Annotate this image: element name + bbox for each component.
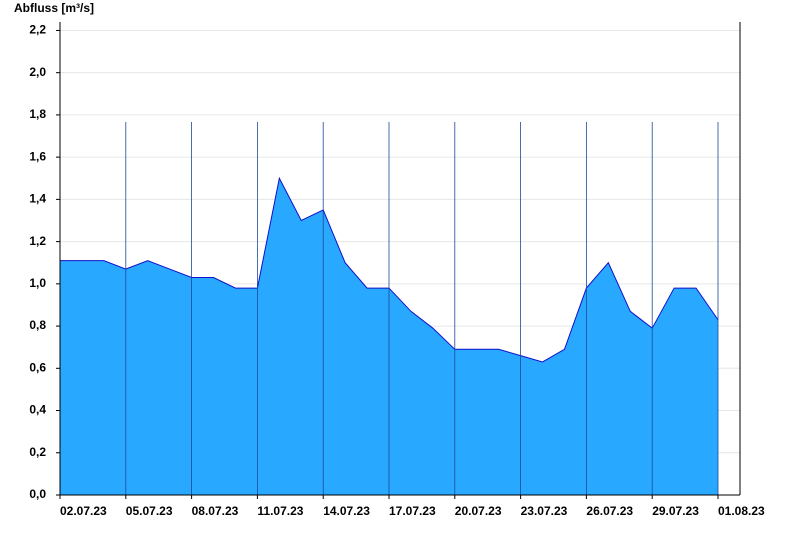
- y-tick-label: 0,2: [29, 445, 46, 459]
- x-tick-label: 05.07.23: [126, 504, 173, 518]
- x-tick-label: 29.07.23: [652, 504, 699, 518]
- x-tick-label: 17.07.23: [389, 504, 436, 518]
- x-tick-label: 02.07.23: [60, 504, 107, 518]
- y-tick-label: 1,6: [29, 149, 46, 163]
- y-tick-label: 2,2: [29, 23, 46, 37]
- y-tick-label: 1,0: [29, 276, 46, 290]
- x-tick-label: 11.07.23: [257, 504, 303, 518]
- x-tick-label: 14.07.23: [323, 504, 370, 518]
- chart-title: Abfluss [m³/s]: [14, 1, 94, 15]
- x-tick-label: 20.07.23: [455, 504, 502, 518]
- x-tick-label: 26.07.23: [586, 504, 633, 518]
- x-tick-label: 08.07.23: [192, 504, 239, 518]
- y-tick-label: 2,0: [29, 65, 46, 79]
- y-tick-label: 0,0: [29, 487, 46, 501]
- y-tick-label: 0,4: [29, 403, 46, 417]
- x-tick-label: 01.08.23: [718, 504, 765, 518]
- y-tick-label: 0,8: [29, 318, 46, 332]
- y-tick-label: 1,2: [29, 234, 46, 248]
- y-tick-label: 0,6: [29, 360, 46, 374]
- y-tick-label: 1,4: [29, 192, 46, 206]
- y-tick-label: 1,8: [29, 107, 46, 121]
- x-tick-label: 23.07.23: [521, 504, 568, 518]
